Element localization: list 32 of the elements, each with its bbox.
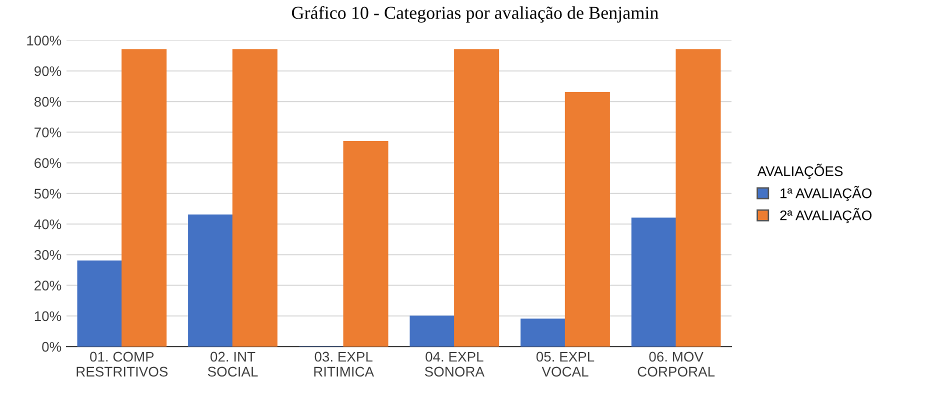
- bar: [410, 316, 455, 347]
- bar: [631, 218, 676, 347]
- bar: [188, 214, 234, 347]
- y-tick-label: 70%: [34, 128, 62, 138]
- bar: [454, 49, 500, 347]
- legend-title: AVALIAÇÕES: [757, 164, 843, 179]
- bar: [564, 92, 610, 347]
- bar: [343, 141, 388, 347]
- y-tick-label: 40%: [34, 219, 62, 230]
- y-tick-label: 0%: [42, 342, 62, 352]
- x-tick-label: 02. INT SOCIAL: [208, 352, 258, 377]
- x-tick-label: 03. EXPL RITIMICA: [314, 352, 374, 377]
- x-tick-label: 05. EXPL VOCAL: [536, 352, 594, 377]
- legend-label: 1ª AVALIAÇÃO: [780, 186, 872, 202]
- y-tick-label: 90%: [34, 66, 62, 76]
- bar: [520, 318, 566, 347]
- y-tick-label: 80%: [34, 96, 62, 107]
- y-tick-label: 50%: [34, 188, 62, 199]
- x-tick-label: 06. MOV CORPORAL: [638, 352, 715, 377]
- y-tick-label: 30%: [34, 250, 62, 260]
- y-tick-label: 60%: [34, 158, 62, 168]
- bar: [232, 49, 278, 347]
- legend-label: 2ª AVALIAÇÃO: [780, 208, 872, 224]
- y-tick-label: 20%: [34, 280, 62, 290]
- chart-title: Gráfico 10 - Categorias por avaliação de Benjamin: [292, 6, 658, 23]
- bar: [122, 49, 167, 347]
- x-tick-label: 01. COMP RESTRITIVOS: [76, 352, 168, 377]
- y-tick-label: 100%: [27, 36, 62, 46]
- x-tick-label: 04. EXPL SONORA: [424, 352, 484, 377]
- bar: [77, 260, 122, 347]
- y-tick-label: 10%: [34, 311, 62, 322]
- bar: [676, 49, 721, 347]
